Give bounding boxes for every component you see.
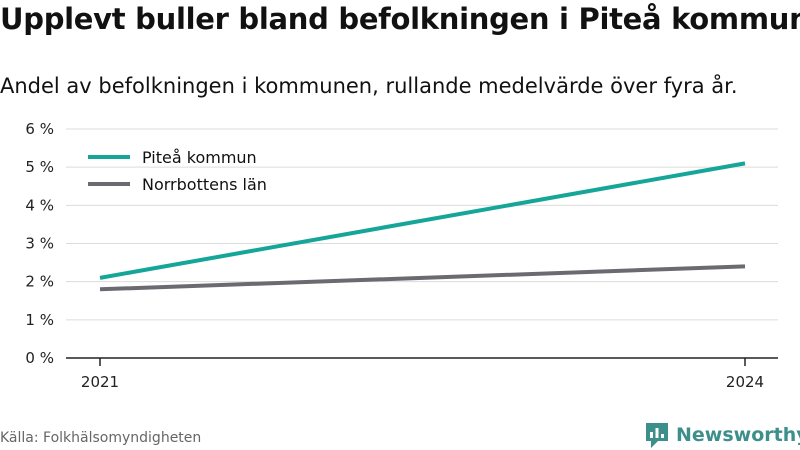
series-lines	[99, 161, 746, 292]
source-note: Källa: Folkhälsomyndigheten	[0, 430, 202, 446]
x-tick-label: 2024	[726, 373, 764, 391]
y-tick-label: 4 %	[25, 196, 54, 214]
y-tick-label: 1 %	[25, 311, 54, 329]
series-line-norrbottens-l-n	[99, 264, 746, 292]
legend: Piteå kommun Norrbottens län	[88, 148, 267, 194]
x-tick-label: 2021	[81, 373, 119, 391]
y-tick-label: 6 %	[25, 120, 54, 138]
y-tick-label: 3 %	[25, 235, 54, 253]
brand-name: Newsworthy	[676, 424, 800, 446]
newsworthy-logo-icon	[646, 423, 668, 448]
chart-subtitle: Andel av befolkningen i kommunen, rullan…	[0, 74, 738, 98]
series-line-pite-kommun	[99, 161, 746, 280]
y-tick-label: 2 %	[25, 273, 54, 291]
y-tick-label: 5 %	[25, 158, 54, 176]
chart-title: Upplevt buller bland befolkningen i Pite…	[0, 2, 800, 36]
y-tick-label: 0 %	[25, 349, 54, 367]
legend-label: Piteå kommun	[142, 148, 257, 167]
legend-label: Norrbottens län	[142, 175, 267, 194]
brand-logo: Newsworthy	[644, 421, 800, 449]
x-axis: 2021 2024	[81, 358, 764, 391]
gridlines	[66, 128, 778, 321]
y-axis: 0 % 1 % 2 % 3 % 4 % 5 % 6 %	[25, 120, 778, 367]
line-chart: 0 % 1 % 2 % 3 % 4 % 5 % 6 % 2021 2024 Piteå kom…	[25, 120, 778, 391]
